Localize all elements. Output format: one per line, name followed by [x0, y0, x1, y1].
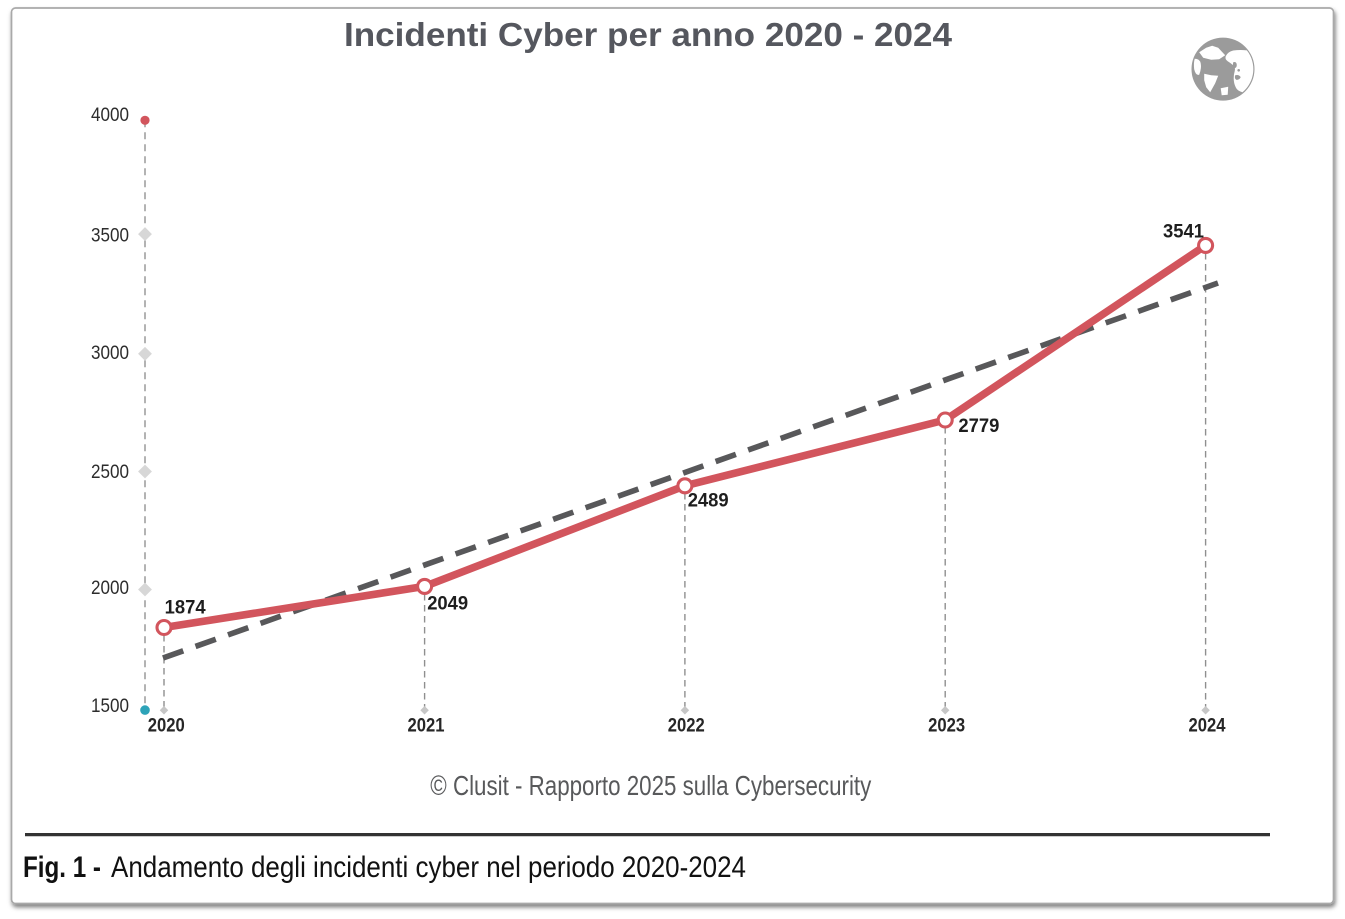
- svg-text:3000: 3000: [91, 343, 129, 364]
- svg-text:3500: 3500: [91, 226, 129, 247]
- svg-text:2779: 2779: [958, 416, 999, 437]
- svg-text:3541: 3541: [1163, 221, 1204, 242]
- svg-text:Andamento degli incidenti cybe: Andamento degli incidenti cyber nel peri…: [111, 851, 746, 884]
- svg-text:2049: 2049: [427, 594, 468, 615]
- svg-text:© Clusit - Rapporto 2025 sulla: © Clusit - Rapporto 2025 sulla Cybersecu…: [430, 770, 871, 801]
- svg-text:2021: 2021: [408, 716, 445, 737]
- svg-text:Incidenti Cyber per anno 2020: Incidenti Cyber per anno 2020 - 2024: [344, 17, 952, 54]
- svg-text:2000: 2000: [91, 578, 129, 599]
- svg-text:4000: 4000: [91, 105, 129, 126]
- svg-text:2489: 2489: [688, 491, 729, 512]
- svg-text:1500: 1500: [91, 696, 129, 717]
- svg-text:2024: 2024: [1189, 716, 1226, 737]
- svg-text:2023: 2023: [928, 716, 965, 737]
- svg-text:2500: 2500: [91, 462, 129, 483]
- svg-text:1874: 1874: [165, 597, 206, 618]
- svg-text:Fig. 1 -: Fig. 1 -: [23, 851, 101, 884]
- svg-text:2020: 2020: [148, 716, 185, 737]
- svg-text:2022: 2022: [668, 716, 705, 737]
